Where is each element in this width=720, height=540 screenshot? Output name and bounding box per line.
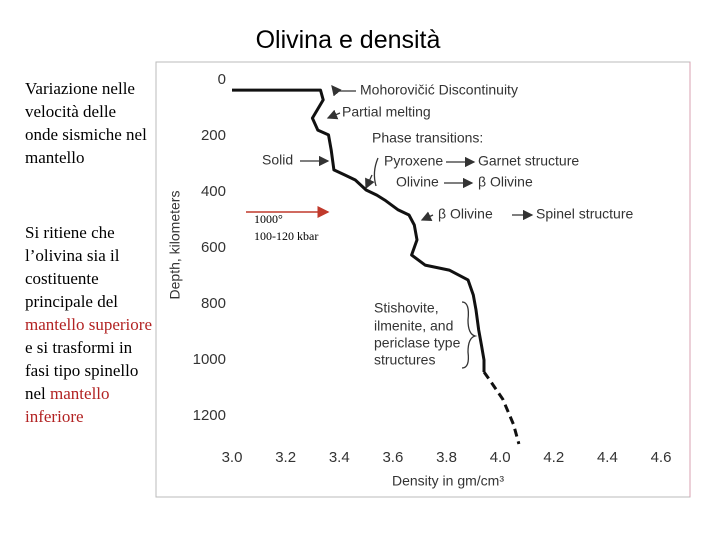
y-tick-label: 600 <box>201 239 226 256</box>
y-tick-label: 400 <box>201 183 226 200</box>
text: Si ritiene che l’olivina sia il costitue… <box>25 223 120 311</box>
annotation: periclase type <box>374 335 461 351</box>
x-tick-label: 3.6 <box>382 449 403 466</box>
annotation: Olivine <box>396 174 439 190</box>
slide-title: Olivina e densità <box>255 26 441 54</box>
side-text: Variazione nelle velocità delle onde sis… <box>25 79 147 167</box>
annotation: β Olivine <box>438 206 493 222</box>
highlight: mantello superiore <box>25 314 152 334</box>
frame <box>155 61 691 498</box>
annotation: Solid <box>262 152 293 168</box>
x-tick-label: 3.4 <box>329 449 350 466</box>
side-text: Si ritiene che l’olivina sia il costitue… <box>25 222 153 428</box>
annotation: ilmenite, and <box>374 318 453 334</box>
x-tick-label: 4.0 <box>490 449 511 466</box>
x-tick-label: 3.2 <box>275 449 296 466</box>
x-tick-label: 3.0 <box>222 449 243 466</box>
annotation: Garnet structure <box>478 153 579 169</box>
annotation: Phase transitions: <box>372 130 483 146</box>
annotation: 1000° <box>254 212 283 226</box>
annotation: structures <box>374 352 435 368</box>
y-tick-label: 800 <box>201 295 226 312</box>
text: e si trasformi in fasi tipo spinello nel <box>25 337 139 403</box>
y-axis-label: Depth, kilometers <box>167 191 183 300</box>
annotation: Spinel structure <box>536 206 633 222</box>
annotation: Mohorovičić Discontinuity <box>360 82 518 98</box>
x-tick-label: 4.6 <box>651 449 672 466</box>
depth-density-line <box>232 88 486 372</box>
annotation: Pyroxene <box>384 153 443 169</box>
x-tick-label: 4.2 <box>543 449 564 466</box>
y-tick-label: 0 <box>218 71 226 88</box>
annotation: Stishovite, <box>374 300 439 316</box>
x-axis-label: Density in gm/cm³ <box>392 473 504 489</box>
depth-density-line <box>482 371 521 445</box>
annotations: Mohorovičić Discontinuity Partial meltin… <box>254 82 633 368</box>
annotation: β Olivine <box>478 174 533 190</box>
y-tick-label: 1200 <box>193 407 226 424</box>
annotation: 100-120 kbar <box>254 229 318 243</box>
x-tick-label: 4.4 <box>597 449 618 466</box>
highlight: mantello inferiore <box>25 383 110 426</box>
x-tick-label: 3.8 <box>436 449 457 466</box>
annotation-arrows <box>300 84 534 369</box>
y-tick-label: 200 <box>201 127 226 144</box>
y-tick-label: 1000 <box>193 351 226 368</box>
annotation: Partial melting <box>342 104 431 120</box>
